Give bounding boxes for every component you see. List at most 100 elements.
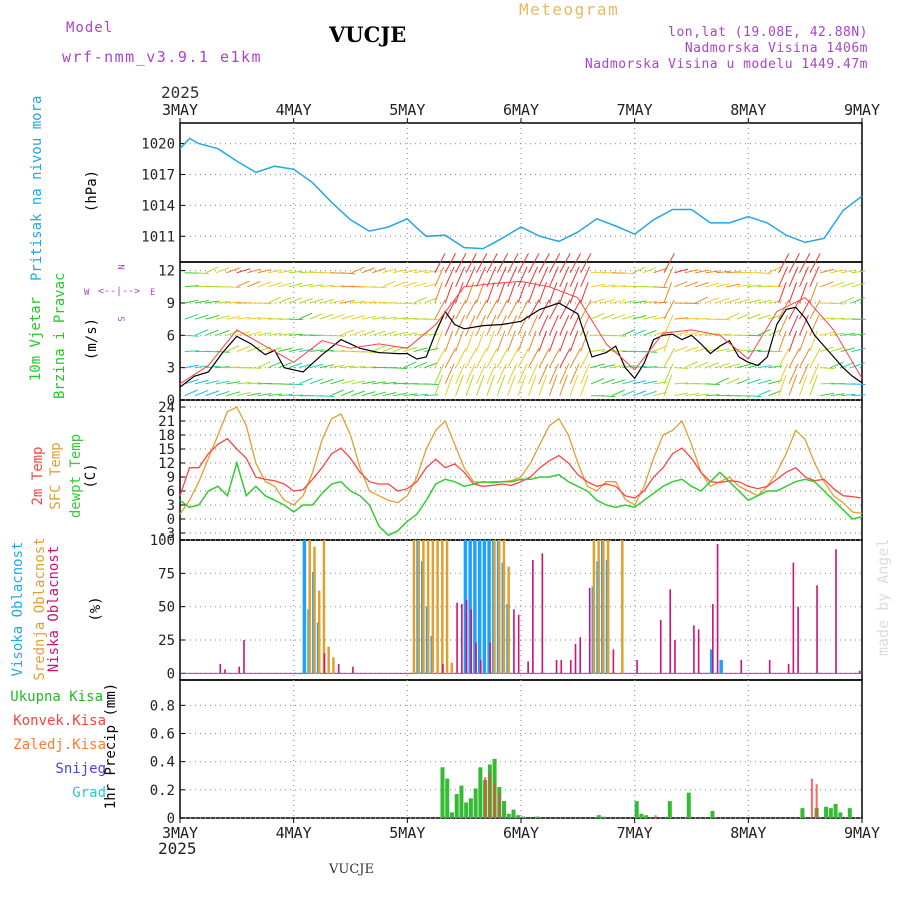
wind-arrow: [591, 283, 605, 288]
wind-arrow: [257, 332, 272, 336]
wind-arrow: [299, 377, 313, 385]
wind-arrow: [684, 317, 699, 320]
mid-cloud-bar: [592, 540, 596, 674]
wind-arrow: [528, 330, 537, 352]
compass-cross: <--|-->: [98, 286, 141, 297]
total-precip-bar: [535, 816, 540, 818]
wind-arrow: [643, 366, 658, 369]
low-cloud-bar: [517, 614, 520, 674]
low-cloud-bar: [513, 609, 515, 674]
wind-arrow: [591, 349, 606, 352]
wind-arrow: [684, 269, 699, 274]
wind-gust-line: [179, 280, 863, 385]
wind-arrow: [195, 285, 210, 288]
wind-arrow: [663, 374, 673, 396]
wind-arrow: [622, 329, 636, 336]
wind-arrow: [392, 281, 407, 288]
wind-arrow: [569, 315, 580, 336]
y-tick-label: 50: [158, 600, 175, 616]
low-cloud-bar: [352, 666, 354, 674]
lonlat-text: lon,lat (19.08E, 42.88N): [668, 25, 868, 40]
wind-arrow: [330, 334, 345, 337]
wind-arrow: [715, 297, 730, 304]
wind-arrow: [528, 253, 540, 274]
wind-arrow: [372, 391, 386, 397]
wind-arrow: [288, 348, 303, 352]
wind-arrow: [434, 330, 443, 352]
total-precip-bar: [833, 803, 838, 818]
wind-arrow: [799, 253, 811, 274]
mid-cloud-bar: [450, 662, 454, 674]
convective-precip-bar: [484, 777, 487, 818]
wind-arrow: [726, 283, 741, 288]
wind-arrow: [747, 299, 762, 304]
wind-arrow: [601, 299, 616, 304]
wind-arrow: [268, 332, 282, 336]
wind-arrow: [455, 253, 467, 274]
wind-arrow: [632, 315, 647, 320]
wind-arrow: [247, 331, 262, 336]
low-cloud-bar: [323, 653, 326, 674]
total-precip-bar: [459, 785, 464, 818]
wind-arrow: [830, 302, 845, 305]
wind-arrow: [507, 299, 519, 320]
low-cloud-bar: [243, 640, 245, 674]
mid-cloud-bar: [606, 540, 610, 674]
bottom-year: 2025: [158, 839, 197, 858]
wind-arrow: [372, 286, 387, 289]
wind-arrow: [788, 347, 800, 368]
wind-arrow: [413, 347, 428, 352]
convective-precip-bar: [498, 792, 501, 818]
wind-arrow: [851, 297, 865, 304]
wind-arrow: [548, 282, 558, 304]
wind-arrow: [382, 331, 397, 336]
mid-cloud-bar: [431, 540, 435, 674]
wind-arrow: [288, 394, 303, 397]
wind-arrow: [486, 299, 498, 320]
wind-arrow: [809, 282, 818, 304]
wind-arrow: [653, 345, 667, 352]
y-tick-label: 0: [167, 393, 175, 409]
convective-precip-bar: [815, 784, 818, 818]
mid-cloud-bar: [497, 540, 501, 674]
wind-arrow: [455, 266, 466, 288]
wind-arrow: [205, 390, 219, 397]
total-precip-bar: [440, 767, 445, 818]
wind-arrow: [580, 363, 591, 385]
wind-arrow: [622, 285, 637, 288]
y-tick-label: 9: [167, 296, 175, 312]
bottom-day-label: 9MAY: [844, 824, 880, 842]
mid-cloud-bar: [597, 540, 600, 674]
wind-arrow: [632, 329, 646, 336]
wind-arrow: [507, 282, 516, 304]
wind-arrow: [382, 345, 396, 352]
wind-arrow: [841, 393, 856, 397]
wind-arrow: [382, 268, 397, 274]
wind-arrow: [632, 365, 647, 369]
cloud-label-3: Niska Oblacnost: [46, 545, 62, 673]
total-precip-bar: [800, 808, 805, 818]
wind-arrow: [841, 332, 856, 336]
wind-arrow: [278, 333, 293, 336]
wind-arrow: [799, 363, 809, 385]
wind-arrow: [247, 382, 262, 385]
wind-arrow: [548, 330, 558, 352]
wind-arrow: [372, 381, 387, 385]
wind-arrow: [736, 313, 751, 320]
mid-cloud-bar: [317, 590, 321, 674]
wind-arrow: [424, 383, 439, 386]
wind-arrow: [590, 363, 605, 369]
wind-arrow: [601, 395, 616, 398]
wind-arrow: [757, 272, 772, 275]
low-cloud-bar: [697, 629, 700, 674]
wind-arrow: [757, 314, 772, 320]
wind-arrow: [320, 313, 334, 320]
wind-arrow: [434, 282, 443, 304]
wind-arrow: [716, 283, 730, 288]
wind-arrow: [444, 266, 455, 288]
wind-arrow: [455, 330, 464, 352]
wind-arrow: [601, 378, 615, 385]
compass-west: W: [84, 288, 90, 298]
mid-cloud-bar: [327, 646, 330, 674]
wind-arrow: [496, 374, 506, 396]
